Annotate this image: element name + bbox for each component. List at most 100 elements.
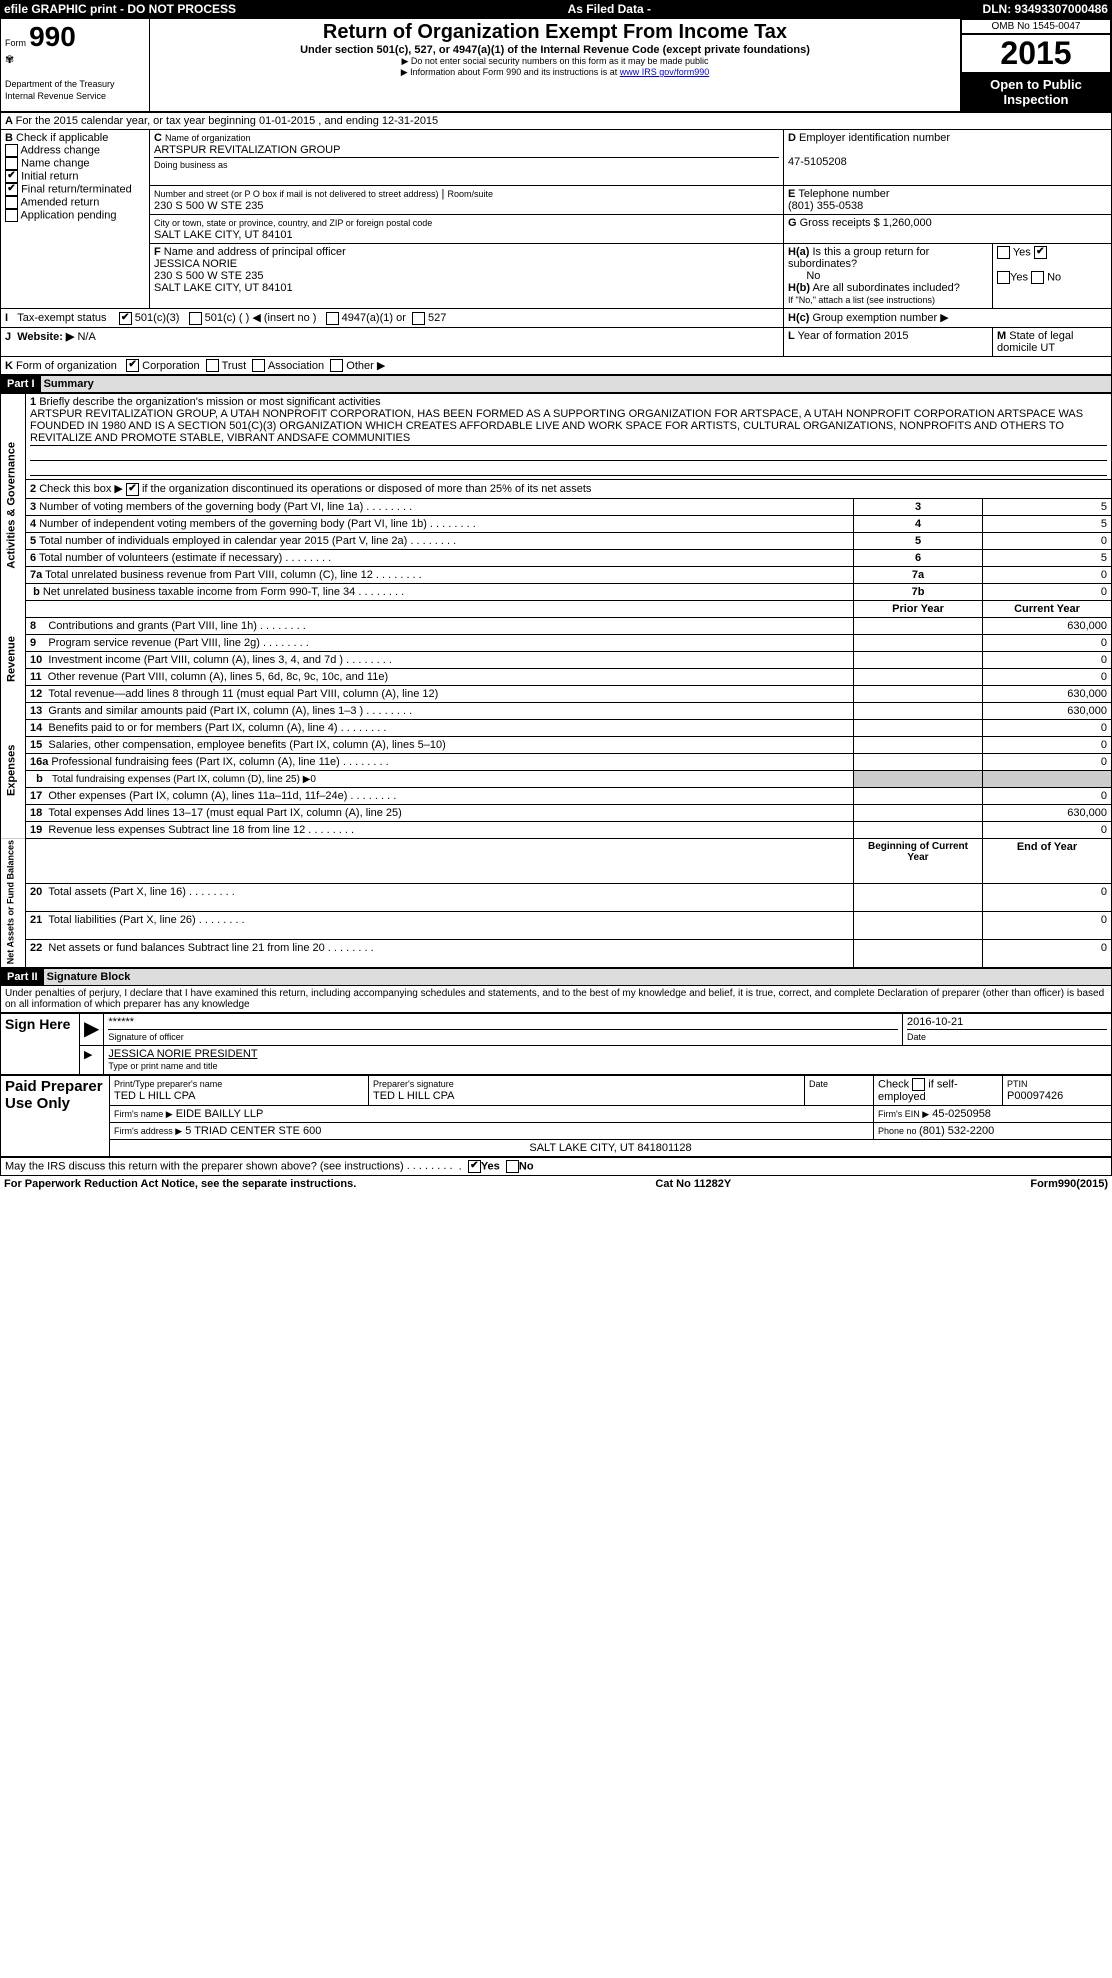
- cb-name-change[interactable]: [5, 157, 18, 170]
- form-number: 990: [29, 21, 76, 52]
- firm-addr-label: Firm's address ▶: [114, 1126, 182, 1136]
- k-opt-1: Trust: [222, 360, 247, 372]
- part1-badge: Part I: [1, 376, 41, 392]
- na-21-t: Total liabilities (Part X, line 26): [48, 914, 244, 926]
- cb-final-return[interactable]: ✔: [5, 183, 18, 196]
- gov-6-i: 6: [854, 549, 983, 566]
- exp-16b-p: [854, 770, 983, 787]
- k-opt-3: Other ▶: [346, 360, 385, 372]
- cb-ha-no[interactable]: ✔: [1034, 246, 1047, 259]
- gov-7a-i: 7a: [854, 566, 983, 583]
- exp-18-t: Total expenses Add lines 13–17 (must equ…: [48, 807, 401, 819]
- banner-left: efile GRAPHIC print - DO NOT PROCESS: [4, 2, 236, 16]
- firm-name: EIDE BAILLY LLP: [176, 1108, 264, 1120]
- sig-label: Signature of officer: [108, 1032, 183, 1042]
- cb-trust[interactable]: [206, 359, 219, 372]
- cb-hb-yes[interactable]: [997, 271, 1010, 284]
- k-label: Form of organization: [16, 360, 117, 372]
- i-opt-0: 501(c)(3): [135, 312, 180, 324]
- prep-sig-label: Preparer's signature: [373, 1079, 454, 1089]
- na-21-p: [854, 911, 983, 939]
- cb-corp[interactable]: ✔: [126, 359, 139, 372]
- cb-address-change[interactable]: [5, 144, 18, 157]
- rev-9-p: [854, 634, 983, 651]
- b-opt-2: Initial return: [21, 170, 78, 182]
- part2-header: Part II Signature Block: [0, 968, 1112, 986]
- hb-yes-lbl: Yes: [1010, 271, 1028, 283]
- firm-addr: 5 TRIAD CENTER STE 600: [185, 1125, 321, 1137]
- firm-ein: 45-0250958: [932, 1108, 991, 1120]
- d-label: Employer identification number: [799, 132, 950, 144]
- exp-15-t: Salaries, other compensation, employee b…: [48, 739, 445, 751]
- open-inspection: Open to Public Inspection: [961, 73, 1111, 111]
- na-20-c: 0: [983, 883, 1112, 911]
- cb-self-emp[interactable]: [912, 1078, 925, 1091]
- na-22-c: 0: [983, 939, 1112, 967]
- rev-8-c: 630,000: [983, 617, 1112, 634]
- discuss-row: May the IRS discuss this return with the…: [0, 1157, 1112, 1176]
- cb-hb-no[interactable]: [1031, 271, 1044, 284]
- ptin-val: P00097426: [1007, 1090, 1063, 1102]
- firm-city: SALT LAKE CITY, UT 841801128: [110, 1139, 1112, 1156]
- rev-12-p: [854, 685, 983, 702]
- k-opt-0: Corporation: [142, 360, 199, 372]
- rev-10-p: [854, 651, 983, 668]
- officer-name: JESSICA NORIE: [154, 258, 237, 270]
- arrow-icon: ▶: [80, 1013, 104, 1045]
- b-opt-0: Address change: [20, 144, 100, 156]
- cb-amended[interactable]: [5, 196, 18, 209]
- cb-discuss-no[interactable]: [506, 1160, 519, 1173]
- gov-6-v: 5: [983, 549, 1112, 566]
- i-opt-2: 4947(a)(1) or: [342, 312, 406, 324]
- na-22-t: Net assets or fund balances Subtract lin…: [48, 942, 373, 954]
- j-label: Website: ▶: [17, 331, 74, 343]
- rev-12-t: Total revenue—add lines 8 through 11 (mu…: [48, 688, 438, 700]
- cb-501c[interactable]: [189, 312, 202, 325]
- cb-501c3[interactable]: ✔: [119, 312, 132, 325]
- discuss-yes: Yes: [481, 1160, 500, 1172]
- exp-13-t: Grants and similar amounts paid (Part IX…: [48, 705, 412, 717]
- exp-16b-t: Total fundraising expenses (Part IX, col…: [52, 774, 316, 785]
- gov-4-t: Number of independent voting members of …: [39, 518, 476, 530]
- cb-discontinued[interactable]: ✔: [126, 483, 139, 496]
- cb-discuss-yes[interactable]: ✔: [468, 1160, 481, 1173]
- cb-other[interactable]: [330, 359, 343, 372]
- col-curr: Current Year: [983, 600, 1112, 617]
- gov-3-i: 3: [854, 498, 983, 515]
- rev-side-label: Revenue: [1, 617, 26, 702]
- gov-side-label: Activities & Governance: [1, 394, 26, 618]
- exp-18-p: [854, 804, 983, 821]
- gross-receipts: 1,260,000: [883, 217, 932, 229]
- cb-ha-yes[interactable]: [997, 246, 1010, 259]
- na-20-p: [854, 883, 983, 911]
- part1-name: Summary: [44, 378, 94, 390]
- cb-4947[interactable]: [326, 312, 339, 325]
- page-footer: For Paperwork Reduction Act Notice, see …: [0, 1176, 1112, 1192]
- ha-yes-lbl: Yes: [1013, 246, 1031, 258]
- banner-right: DLN: 93493307000486: [983, 2, 1108, 16]
- date-label: Date: [907, 1032, 926, 1042]
- cb-assoc[interactable]: [252, 359, 265, 372]
- cb-527[interactable]: [412, 312, 425, 325]
- exp-16a-t: Professional fundraising fees (Part IX, …: [51, 756, 388, 768]
- m-label: State of legal domicile UT: [997, 330, 1073, 354]
- irs-link[interactable]: www IRS gov/form990: [620, 67, 710, 77]
- phone-label: Phone no: [878, 1126, 919, 1136]
- rev-9-c: 0: [983, 634, 1112, 651]
- cb-app-pending[interactable]: [5, 209, 18, 222]
- rev-8-p: [854, 617, 983, 634]
- cb-initial-return[interactable]: ✔: [5, 170, 18, 183]
- exp-19-p: [854, 821, 983, 838]
- rev-11-c: 0: [983, 668, 1112, 685]
- website-value: N/A: [77, 331, 95, 343]
- dba-label: Doing business as: [154, 160, 228, 170]
- part1-table: Activities & Governance 1 Briefly descri…: [0, 393, 1112, 968]
- b-opt-3: Final return/terminated: [21, 183, 132, 195]
- exp-13-c: 630,000: [983, 702, 1112, 719]
- org-name: ARTSPUR REVITALIZATION GROUP: [154, 144, 340, 156]
- rev-10-c: 0: [983, 651, 1112, 668]
- hb-label: Are all subordinates included?: [812, 282, 959, 294]
- tax-year: 2015: [961, 34, 1111, 73]
- exp-14-t: Benefits paid to or for members (Part IX…: [48, 722, 386, 734]
- gov-6-t: Total number of volunteers (estimate if …: [39, 552, 331, 564]
